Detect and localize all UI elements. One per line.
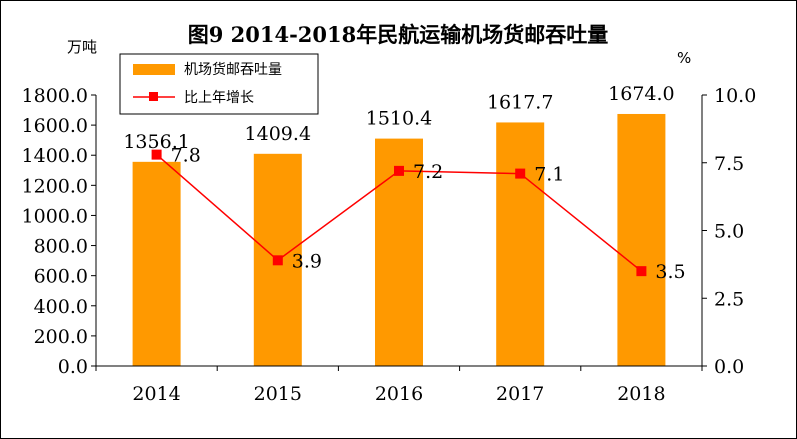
bar-value-label: 1617.7 [487,91,553,113]
bar-value-label: 1409.4 [245,123,311,145]
bar-value-label: 1356.1 [123,131,189,153]
left-tick-label: 400.0 [34,296,88,318]
bar-2018 [617,113,666,366]
legend: 机场货邮吞吐量 比上年增长 [119,53,319,115]
legend-bar-label: 机场货邮吞吐量 [184,61,282,78]
left-tick-label: 0.0 [58,356,88,378]
growth-marker-2016 [394,165,404,176]
left-tick-label: 1000.0 [22,205,88,227]
bar-2017 [496,122,545,366]
growth-value-label: 3.5 [655,261,685,283]
growth-value-label: 7.8 [171,145,201,167]
right-tick-label: 0.0 [714,356,744,378]
left-tick-label: 200.0 [34,326,88,348]
left-axis-unit: 万吨 [67,38,97,56]
growth-marker-2017 [515,168,526,179]
left-tick-label: 800.0 [34,236,88,258]
bar-2016 [375,138,423,366]
x-tick-label: 2018 [617,383,665,405]
bar-value-label: 1674.0 [608,83,674,105]
growth-marker-2015 [272,255,283,266]
growth-value-label: 3.9 [292,250,322,272]
bar-value-label: 1510.4 [366,108,432,130]
growth-marker-2018 [636,266,647,277]
chart-title: 图9 2014-2018年民航运输机场货邮吞吐量 [188,22,609,47]
x-tick-label: 2015 [254,383,302,405]
right-axis-unit: % [677,49,691,67]
growth-value-label: 7.2 [413,161,443,183]
right-tick-label: 2.5 [714,288,744,310]
x-tick-label: 2016 [375,383,423,405]
x-tick-label: 2014 [132,383,180,405]
legend-bar-swatch [133,64,175,75]
right-tick-label: 10.0 [714,85,756,107]
left-tick-label: 1200.0 [22,175,88,197]
growth-value-label: 7.1 [534,164,564,186]
left-tick-label: 1800.0 [22,85,88,107]
legend-line-label: 比上年增长 [184,90,254,106]
x-tick-label: 2017 [496,383,544,405]
right-tick-label: 7.5 [714,153,744,175]
left-tick-label: 1600.0 [22,115,88,137]
left-tick-label: 600.0 [34,266,88,288]
right-tick-label: 5.0 [714,221,744,243]
growth-marker-2014 [151,149,162,160]
legend-line-marker [149,92,158,101]
bar-2014 [132,161,181,366]
plot-area: 0.0 200.0 400.0 600.0 800.0 1000.0 1200.0 1400.… [22,83,757,405]
left-tick-label: 1400.0 [22,145,88,167]
